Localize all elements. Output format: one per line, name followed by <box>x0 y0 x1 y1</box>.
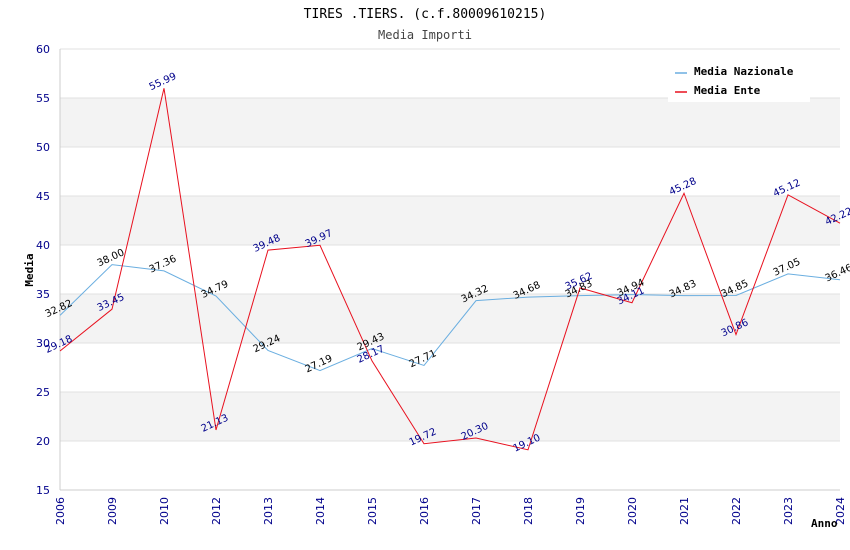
legend-label-media-ente: Media Ente <box>694 84 761 97</box>
series-lines <box>59 88 841 451</box>
x-tick-label: 2021 <box>678 497 691 525</box>
x-tick-label: 2015 <box>366 497 379 525</box>
y-tick-label: 55 <box>36 92 50 105</box>
series-line-media-nazionale <box>59 264 841 372</box>
y-tick-label: 60 <box>36 43 50 56</box>
x-tick-label: 2019 <box>574 497 587 525</box>
x-tick-label: 2009 <box>106 497 119 525</box>
x-tick-label: 2022 <box>730 497 743 525</box>
x-tick-label: 2013 <box>262 497 275 525</box>
x-tick-label: 2014 <box>314 497 327 525</box>
x-axis-label: Anno <box>811 517 838 530</box>
plot-band <box>60 196 840 245</box>
legend: Media Nazionale Media Ente <box>668 60 810 102</box>
x-tick-label: 2016 <box>418 497 431 525</box>
x-tick-label: 2017 <box>470 497 483 525</box>
chart-subtitle: Media Importi <box>378 28 472 42</box>
y-tick-label: 25 <box>36 386 50 399</box>
y-tick-label: 35 <box>36 288 50 301</box>
x-tick-labels: 2006 2009 2010 2012 2013 2014 2015 2016 2017 2018… <box>54 497 847 525</box>
y-tick-label: 40 <box>36 239 50 252</box>
y-tick-label: 30 <box>36 337 50 350</box>
plot-background-bands <box>60 49 840 490</box>
gridlines <box>60 48 840 491</box>
x-tick-label: 2010 <box>158 497 171 525</box>
y-tick-label: 50 <box>36 141 50 154</box>
plot-band <box>60 98 840 147</box>
plot-band <box>60 441 840 490</box>
series-line-media-ente <box>59 88 841 451</box>
y-tick-label: 45 <box>36 190 50 203</box>
plot-band <box>60 245 840 294</box>
plot-band <box>60 147 840 196</box>
x-tick-label: 2006 <box>54 497 67 525</box>
y-tick-labels: 15 20 25 30 35 40 45 50 55 60 <box>36 43 50 497</box>
plot-band <box>60 392 840 441</box>
x-tick-label: 2018 <box>522 497 535 525</box>
y-tick-label: 20 <box>36 435 50 448</box>
legend-label-media-nazionale: Media Nazionale <box>694 65 794 78</box>
y-tick-label: 15 <box>36 484 50 497</box>
plot-band <box>60 294 840 343</box>
y-axis-label: Media <box>23 253 36 286</box>
plot-band <box>60 343 840 392</box>
x-tick-label: 2012 <box>210 497 223 525</box>
x-tick-label: 2020 <box>626 497 639 525</box>
legend-box <box>668 60 810 102</box>
x-tick-label: 2024 <box>834 497 847 525</box>
x-tick-label: 2023 <box>782 497 795 525</box>
chart-title: TIRES .TIERS. (c.f.80009610215) <box>304 7 547 22</box>
